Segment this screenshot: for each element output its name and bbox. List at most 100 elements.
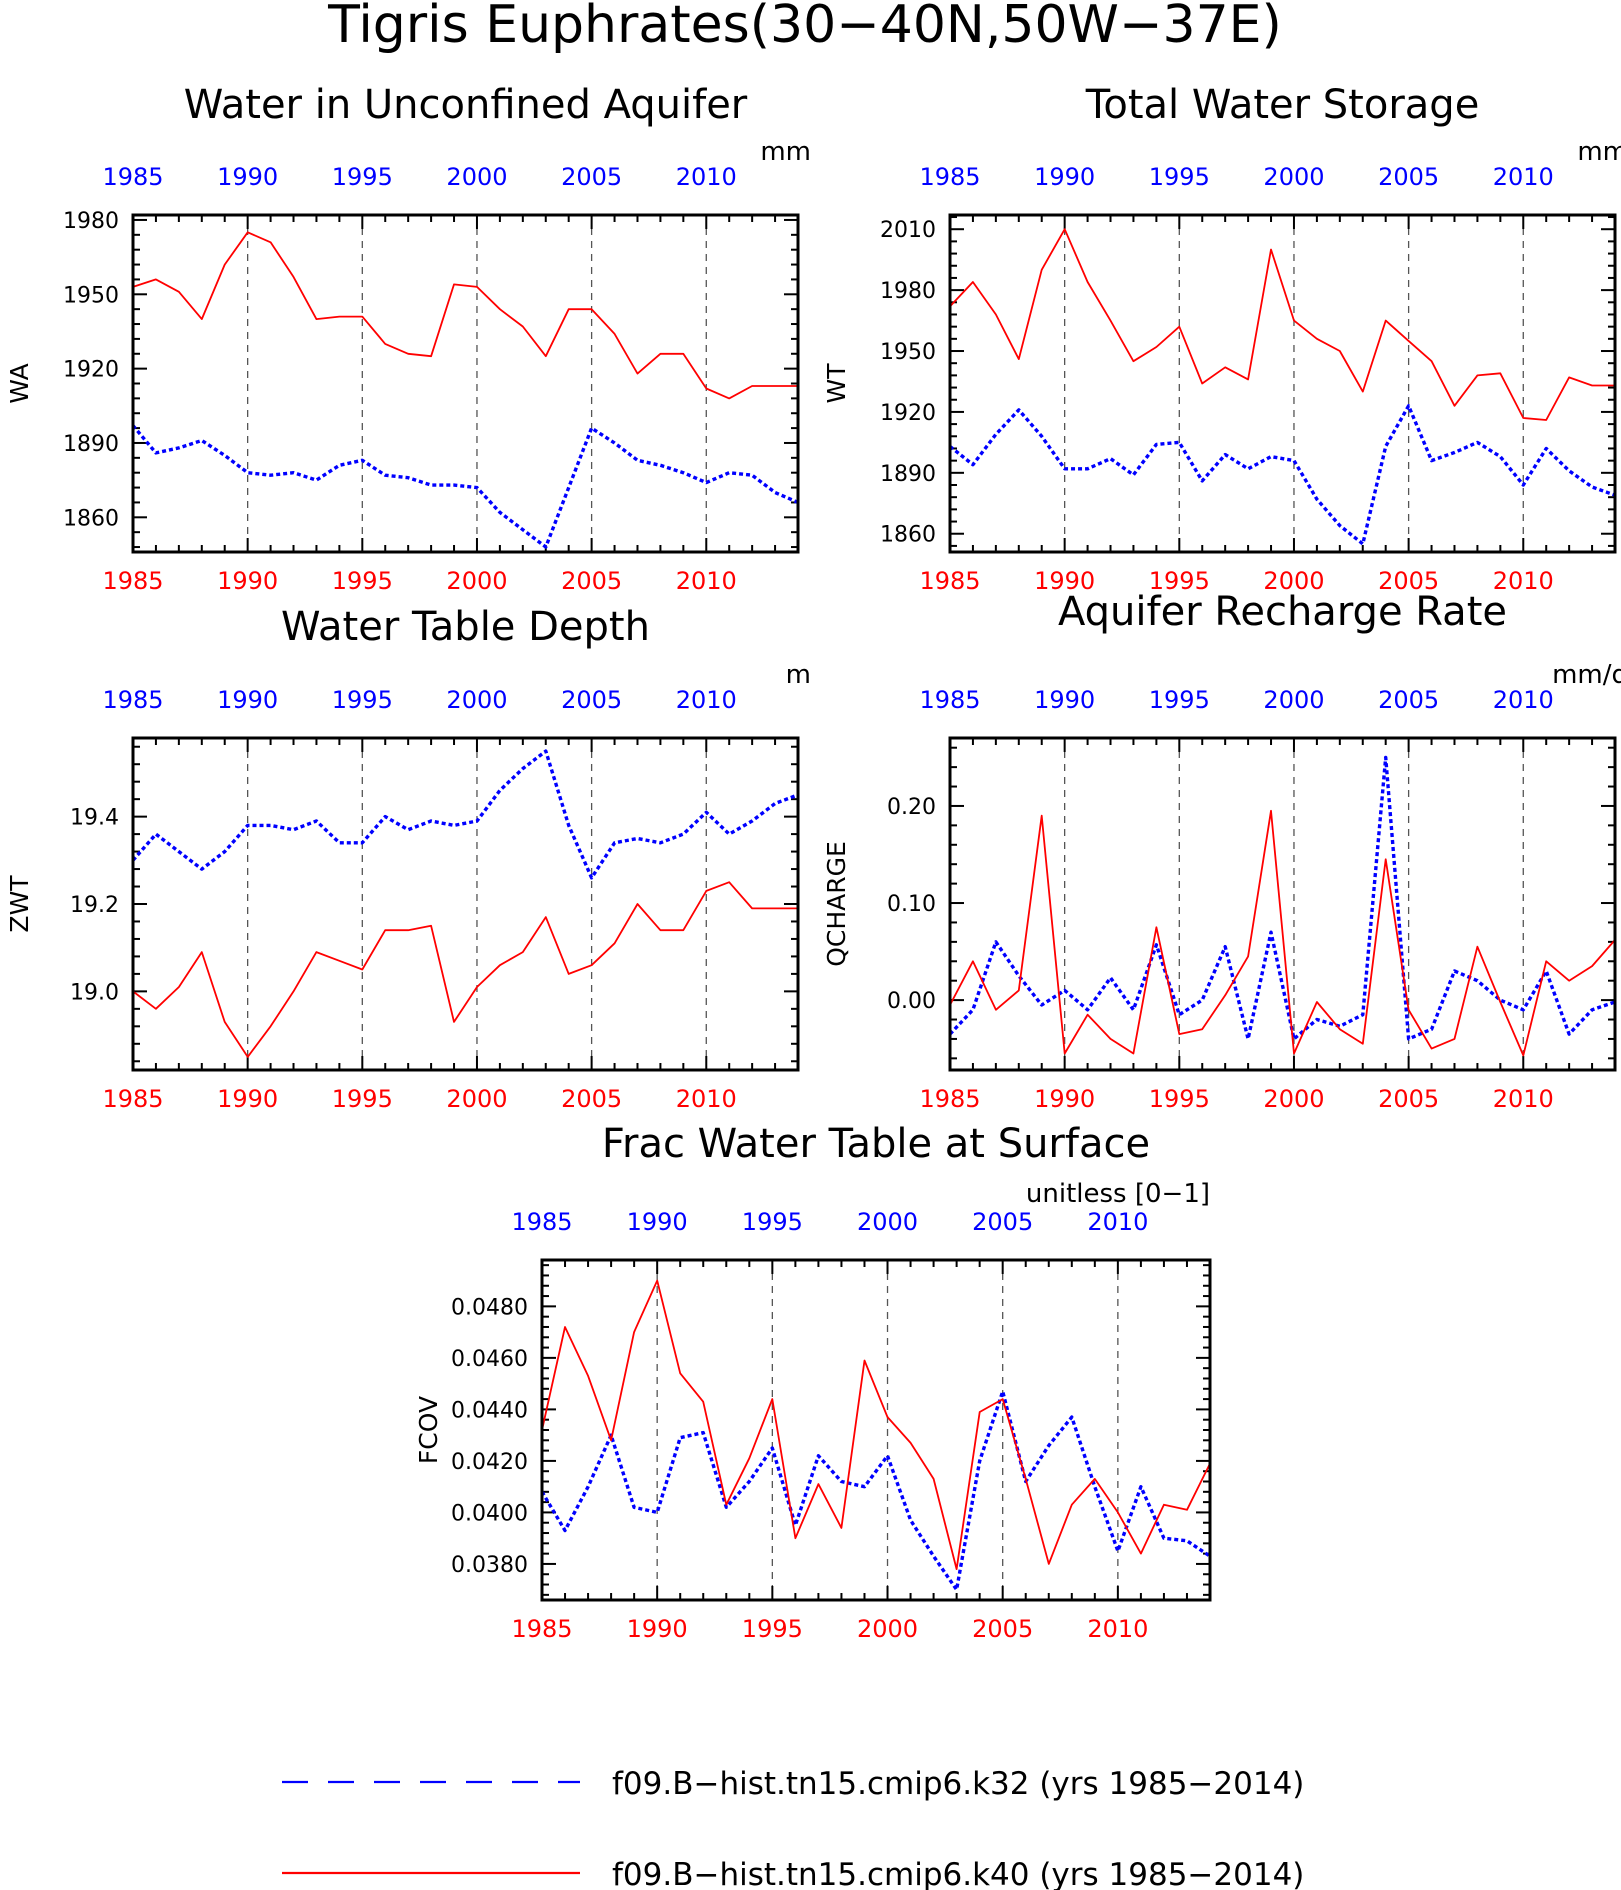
y-tick-label: 19.0 [70, 980, 119, 1005]
x-tick-label-top: 1985 [102, 163, 163, 191]
y-tick-label: 0.00 [887, 989, 936, 1014]
legend-label: f09.B−hist.tn15.cmip6.k40 (yrs 1985−2014… [612, 1857, 1304, 1890]
x-tick-label-top: 2010 [1493, 163, 1554, 191]
x-tick-label-bottom: 2005 [1378, 1085, 1439, 1113]
x-tick-label-bottom: 1995 [742, 1615, 803, 1643]
x-tick-label-top: 2010 [676, 163, 737, 191]
y-axis-label: ZWT [5, 875, 34, 933]
x-tick-label-top: 2000 [857, 1208, 918, 1236]
x-tick-label-top: 1985 [511, 1208, 572, 1236]
y-tick-label: 19.2 [70, 893, 119, 918]
x-tick-label-bottom: 2010 [1493, 567, 1554, 595]
y-tick-label: 0.0420 [451, 1450, 528, 1475]
x-tick-label-top: 2005 [1378, 163, 1439, 191]
y-tick-label: 0.0480 [451, 1295, 528, 1320]
figure-title: Tigris Euphrates(30−40N,50W−37E) [327, 0, 1282, 55]
chart-title: Aquifer Recharge Rate [1058, 589, 1507, 635]
x-tick-label-bottom: 1985 [511, 1615, 572, 1643]
x-tick-label-top: 2010 [676, 686, 737, 714]
x-tick-label-top: 1990 [1034, 686, 1095, 714]
x-tick-label-top: 2000 [1263, 163, 1324, 191]
x-tick-label-top: 2010 [1087, 1208, 1148, 1236]
y-tick-label: 0.0440 [451, 1398, 528, 1423]
y-tick-label: 1920 [63, 358, 119, 383]
x-tick-label-bottom: 1985 [919, 1085, 980, 1113]
x-tick-label-bottom: 2000 [857, 1615, 918, 1643]
y-tick-label: 1920 [880, 401, 936, 426]
x-tick-label-top: 1995 [332, 686, 393, 714]
x-tick-label-bottom: 1990 [217, 567, 278, 595]
y-tick-label: 1860 [63, 506, 119, 531]
series-line-k40 [132, 881, 798, 1058]
plot-frame [540, 1258, 1212, 1602]
chart-panel: Water in Unconfined Aquifer 1860 1890 1920 1… [5, 82, 811, 595]
x-tick-label-top: 1995 [1149, 686, 1210, 714]
x-tick-label-bottom: 1985 [102, 567, 163, 595]
chart-panel: Frac Water Table at Surface 0.0380 0.0400 0… [414, 1121, 1212, 1643]
x-tick-label-bottom: 2005 [1378, 567, 1439, 595]
units-label: mm [1577, 137, 1621, 167]
x-tick-label-top: 1995 [332, 163, 393, 191]
y-tick-label: 1890 [63, 432, 119, 457]
x-tick-label-top: 2000 [446, 163, 507, 191]
x-tick-label-bottom: 1995 [332, 1085, 393, 1113]
x-tick-label-bottom: 2010 [1493, 1085, 1554, 1113]
x-tick-label-top: 2005 [561, 163, 622, 191]
x-tick-label-top: 1990 [217, 686, 278, 714]
x-tick-label-bottom: 2005 [561, 567, 622, 595]
series-line-k32 [540, 1389, 1211, 1592]
x-tick-label-bottom: 1995 [332, 567, 393, 595]
y-tick-label: 1980 [880, 279, 936, 304]
y-tick-label: 1950 [880, 340, 936, 365]
x-tick-label-bottom: 1995 [1149, 1085, 1210, 1113]
x-tick-label-bottom: 1990 [627, 1615, 688, 1643]
x-tick-label-top: 1990 [1034, 163, 1095, 191]
x-tick-label-top: 1990 [627, 1208, 688, 1236]
plot-frame [131, 213, 800, 554]
x-tick-label-top: 2005 [972, 1208, 1033, 1236]
legend-label: f09.B−hist.tn15.cmip6.k32 (yrs 1985−2014… [612, 1766, 1304, 1802]
series-line-k40 [949, 809, 1616, 1057]
x-tick-label-bottom: 1990 [1034, 567, 1095, 595]
x-tick-label-bottom: 2000 [446, 1085, 507, 1113]
y-axis-label: WT [822, 363, 851, 404]
series-line-k32 [948, 404, 1616, 546]
series-line-k40 [949, 228, 1615, 421]
x-tick-label-top: 1995 [742, 1208, 803, 1236]
x-tick-label-top: 1985 [919, 163, 980, 191]
y-tick-label: 0.0400 [451, 1501, 528, 1526]
x-tick-label-bottom: 2010 [676, 1085, 737, 1113]
y-tick-label: 1860 [880, 523, 936, 548]
y-tick-label: 1950 [63, 283, 119, 308]
y-axis-label: QCHARGE [822, 841, 851, 967]
y-tick-label: 1980 [63, 209, 119, 234]
x-tick-label-bottom: 2010 [1087, 1615, 1148, 1643]
chart-title: Water in Unconfined Aquifer [184, 82, 748, 128]
series-line-k32 [131, 424, 799, 549]
y-tick-label: 0.20 [887, 795, 936, 820]
y-tick-label: 2010 [880, 218, 936, 243]
plot-frame [948, 213, 1617, 554]
x-tick-label-top: 1985 [919, 686, 980, 714]
legend: f09.B−hist.tn15.cmip6.k32 (yrs 1985−2014… [282, 1766, 1304, 1890]
plot-frame [948, 736, 1617, 1072]
x-tick-label-bottom: 1990 [217, 1085, 278, 1113]
x-tick-label-bottom: 1990 [1034, 1085, 1095, 1113]
y-tick-label: 19.4 [70, 806, 119, 831]
series-line-k32 [131, 749, 799, 880]
x-tick-label-bottom: 2010 [676, 567, 737, 595]
x-tick-label-top: 2000 [446, 686, 507, 714]
x-tick-label-bottom: 1985 [102, 1085, 163, 1113]
panels: Water in Unconfined Aquifer 1860 1890 1920 1… [5, 82, 1621, 1643]
y-tick-label: 0.10 [887, 892, 936, 917]
x-tick-label-top: 2005 [561, 686, 622, 714]
x-tick-label-bottom: 1995 [1149, 567, 1210, 595]
y-tick-label: 1890 [880, 462, 936, 487]
x-tick-label-top: 1985 [102, 686, 163, 714]
chart-title: Water Table Depth [281, 604, 650, 650]
chart-panel: Total Water Storage 1860 1890 1920 1950 1980 2… [822, 82, 1621, 595]
chart-title: Total Water Storage [1085, 82, 1480, 128]
series-line-k32 [948, 755, 1616, 1041]
units-label: mm [760, 137, 811, 167]
